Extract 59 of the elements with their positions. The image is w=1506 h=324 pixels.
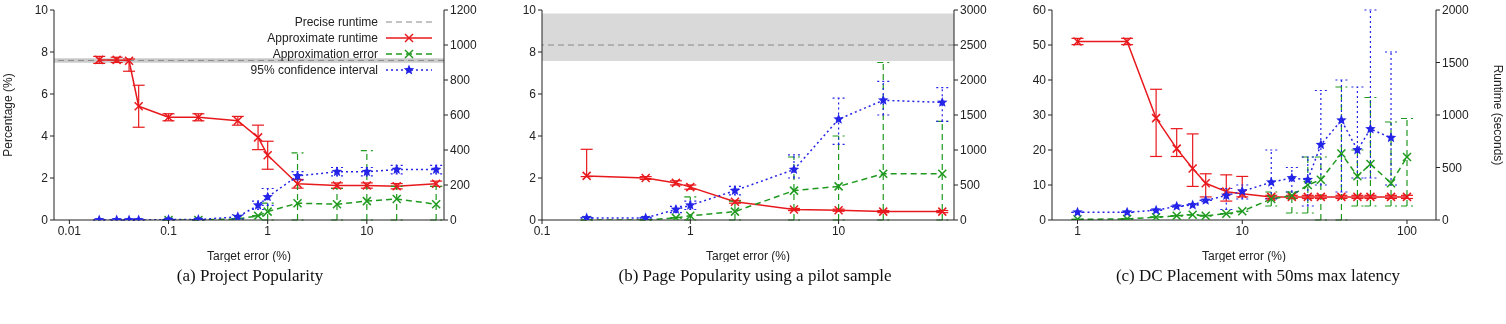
y2-tick-label: 200	[450, 178, 471, 193]
y2-tick-label: 800	[450, 73, 471, 88]
text: (b) Page Popularity using a pilot sample	[617, 266, 893, 286]
y-tick-label: 20	[1032, 143, 1047, 158]
x-tick-label: 0.01	[57, 223, 82, 238]
y-tick-label: 8	[41, 45, 49, 60]
y2-tick-label: 1200	[450, 3, 478, 18]
x-axis-title: Target error (%)	[1201, 249, 1287, 263]
y-tick-label: 2	[529, 171, 537, 186]
y2-tick-label: 1000	[450, 38, 478, 53]
y-tick-label: 50	[1032, 38, 1047, 53]
y-tick-label: 6	[41, 87, 49, 102]
y2-tick-label: 2000	[1442, 3, 1470, 18]
y-tick-label: 8	[529, 45, 537, 60]
y-tick-label: 40	[1032, 73, 1047, 88]
x-tick-label: 0.1	[533, 223, 551, 238]
x-axis-title: Target error (%)	[206, 249, 292, 263]
y-tick-label: 6	[529, 87, 537, 102]
legend-label: Approximation error	[272, 46, 378, 62]
y2-tick-label: 500	[1442, 160, 1463, 175]
y-tick-label: 0	[1039, 213, 1047, 228]
y-tick-label: 30	[1032, 108, 1047, 123]
y2-tick-label: 3000	[960, 3, 988, 18]
y-tick-label: 10	[34, 3, 49, 18]
legend-label: Precise runtime	[294, 14, 378, 30]
y-tick-label: 4	[41, 129, 49, 144]
x-tick-label: 10	[360, 223, 374, 238]
legend-label: Approximate runtime	[267, 30, 378, 46]
y-tick-label: 2	[41, 171, 49, 186]
y-axis-title: Percentage (%)	[1, 73, 16, 157]
y-tick-label: 60	[1032, 3, 1047, 18]
x-tick-label: 1	[264, 223, 272, 238]
y-tick-label: 10	[522, 3, 537, 18]
x-tick-label: 10	[831, 223, 846, 238]
text: (a) Project Popularity	[175, 266, 325, 286]
y2-tick-label: 500	[960, 178, 981, 193]
y2-tick-label: 0	[450, 213, 457, 228]
y2-tick-label: 2000	[960, 73, 988, 88]
x-tick-label: 1	[686, 223, 694, 238]
y-tick-label: 10	[1032, 178, 1047, 193]
x-axis-title: Target error (%)	[705, 249, 791, 263]
x-tick-label: 10	[1235, 223, 1250, 238]
y-tick-label: 4	[529, 129, 537, 144]
y2-tick-label: 1500	[1442, 55, 1470, 70]
x-tick-label: 100	[1396, 223, 1418, 238]
y2-tick-label: 0	[960, 213, 967, 228]
x-tick-label: 0.1	[160, 223, 178, 238]
legend-label: 95% confidence interval	[250, 62, 378, 78]
y2-tick-label: 400	[450, 143, 471, 158]
x-tick-label: 1	[1074, 223, 1082, 238]
y-tick-label: 0	[41, 213, 49, 228]
y2-tick-label: 0	[1442, 213, 1449, 228]
y2-tick-label: 1500	[960, 108, 988, 123]
y2-axis-title: Runtime (seconds)	[1490, 64, 1505, 166]
text: (c) DC Placement with 50ms max latency	[1114, 266, 1402, 286]
y2-tick-label: 600	[450, 108, 471, 123]
y2-tick-label: 1000	[1442, 108, 1470, 123]
y2-tick-label: 1000	[960, 143, 988, 158]
y2-tick-label: 2500	[960, 38, 988, 53]
